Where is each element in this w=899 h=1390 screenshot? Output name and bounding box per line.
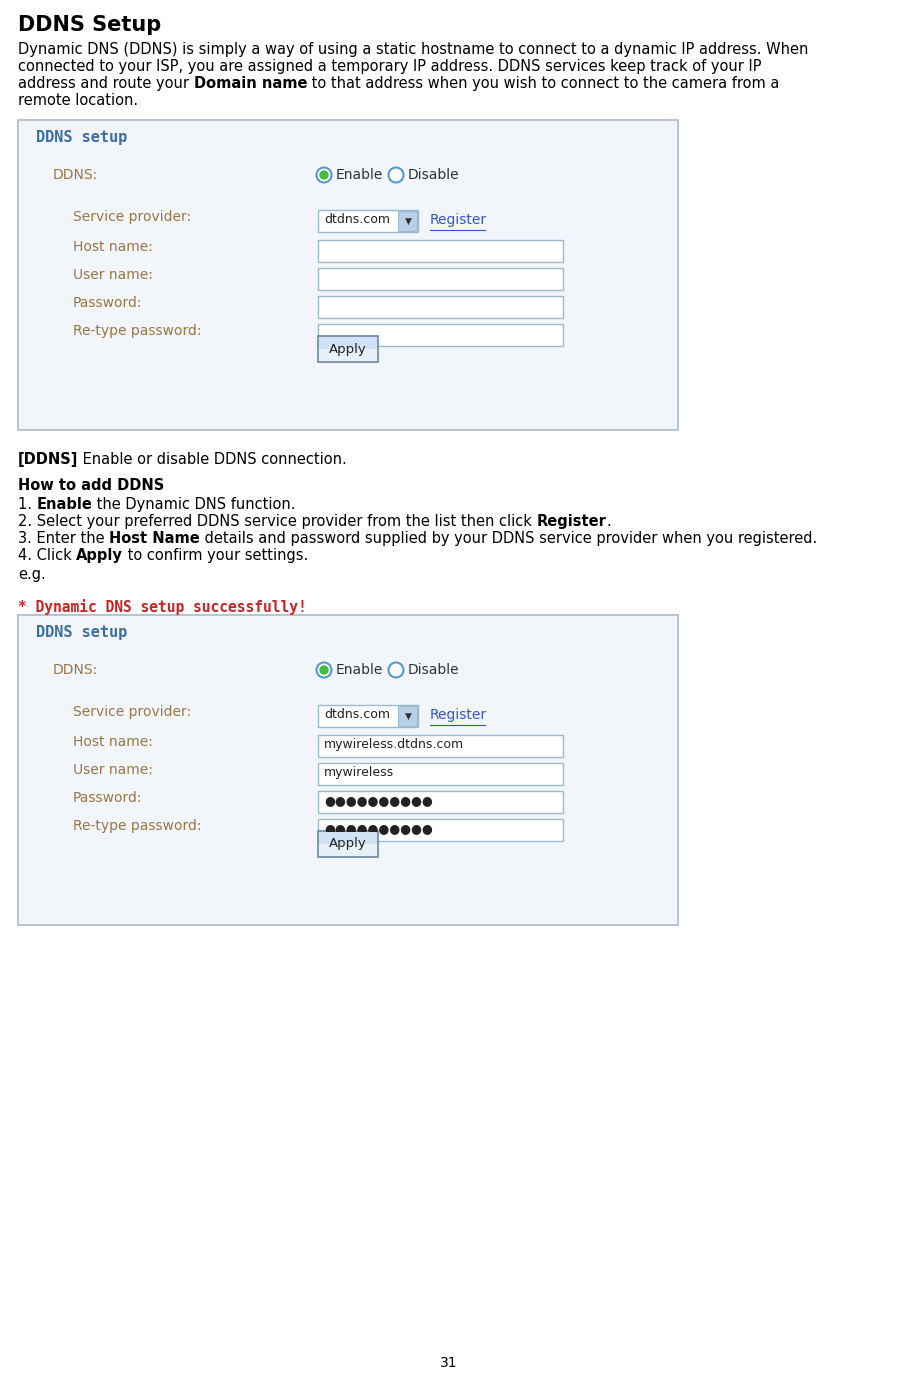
Text: DDNS setup: DDNS setup bbox=[36, 131, 128, 145]
Text: DDNS:: DDNS: bbox=[53, 168, 98, 182]
Text: Register: Register bbox=[537, 514, 606, 530]
Bar bbox=[318, 819, 563, 841]
Text: Enable: Enable bbox=[336, 168, 383, 182]
Text: address and route your: address and route your bbox=[18, 76, 193, 90]
Circle shape bbox=[316, 663, 332, 677]
Text: ▼: ▼ bbox=[405, 712, 412, 720]
Text: 2. Select your preferred DDNS service provider from the list then click: 2. Select your preferred DDNS service pr… bbox=[18, 514, 537, 530]
Text: to confirm your settings.: to confirm your settings. bbox=[123, 548, 308, 563]
Bar bbox=[319, 833, 377, 844]
Bar bbox=[318, 296, 563, 318]
Text: dtdns.com: dtdns.com bbox=[324, 213, 390, 227]
Circle shape bbox=[316, 168, 332, 182]
Text: Password:: Password: bbox=[73, 296, 143, 310]
Text: details and password supplied by your DDNS service provider when you registered.: details and password supplied by your DD… bbox=[200, 531, 817, 546]
Bar bbox=[318, 210, 418, 232]
Text: DDNS Setup: DDNS Setup bbox=[18, 15, 161, 35]
Bar bbox=[318, 735, 563, 758]
Text: 4. Click: 4. Click bbox=[18, 548, 76, 563]
Text: 1.: 1. bbox=[18, 498, 37, 512]
Text: dtdns.com: dtdns.com bbox=[324, 708, 390, 721]
Text: DDNS:: DDNS: bbox=[53, 663, 98, 677]
Text: ●●●●●●●●●●: ●●●●●●●●●● bbox=[324, 794, 432, 808]
Text: Host Name: Host Name bbox=[110, 531, 200, 546]
Text: How to add DDNS: How to add DDNS bbox=[18, 478, 165, 493]
Text: Enable: Enable bbox=[37, 498, 93, 512]
Text: Password:: Password: bbox=[73, 791, 143, 805]
Text: e.g.: e.g. bbox=[18, 567, 46, 582]
Text: Host name:: Host name: bbox=[73, 735, 153, 749]
Text: connected to your ISP, you are assigned a temporary IP address. DDNS services ke: connected to your ISP, you are assigned … bbox=[18, 58, 761, 74]
Text: Enable or disable DDNS connection.: Enable or disable DDNS connection. bbox=[78, 452, 347, 467]
Bar bbox=[18, 614, 678, 924]
Bar bbox=[318, 336, 378, 361]
Bar bbox=[318, 705, 418, 727]
Bar bbox=[318, 763, 563, 785]
Text: Disable: Disable bbox=[408, 168, 459, 182]
Text: User name:: User name: bbox=[73, 763, 153, 777]
Text: Service provider:: Service provider: bbox=[73, 705, 191, 719]
Text: DDNS setup: DDNS setup bbox=[36, 626, 128, 639]
Circle shape bbox=[320, 171, 328, 179]
Text: .: . bbox=[606, 514, 611, 530]
Bar bbox=[18, 120, 678, 430]
Text: [DDNS]: [DDNS] bbox=[18, 452, 78, 467]
Text: User name:: User name: bbox=[73, 268, 153, 282]
Text: Register: Register bbox=[430, 708, 487, 721]
Bar bbox=[398, 706, 417, 726]
Bar bbox=[318, 791, 563, 813]
Text: Disable: Disable bbox=[408, 663, 459, 677]
Text: Re-type password:: Re-type password: bbox=[73, 819, 201, 833]
Text: remote location.: remote location. bbox=[18, 93, 138, 108]
Circle shape bbox=[388, 168, 404, 182]
Bar bbox=[318, 268, 563, 291]
Bar bbox=[319, 336, 377, 349]
Bar bbox=[318, 240, 563, 261]
Text: Dynamic DNS (DDNS) is simply a way of using a static hostname to connect to a dy: Dynamic DNS (DDNS) is simply a way of us… bbox=[18, 42, 808, 57]
Text: 31: 31 bbox=[441, 1357, 458, 1371]
Text: to that address when you wish to connect to the camera from a: to that address when you wish to connect… bbox=[307, 76, 779, 90]
Text: * Dynamic DNS setup successfully!: * Dynamic DNS setup successfully! bbox=[18, 599, 307, 614]
Text: Register: Register bbox=[430, 213, 487, 227]
Text: the Dynamic DNS function.: the Dynamic DNS function. bbox=[93, 498, 296, 512]
Text: ●●●●●●●●●●: ●●●●●●●●●● bbox=[324, 821, 432, 835]
Bar bbox=[318, 831, 378, 858]
Text: Re-type password:: Re-type password: bbox=[73, 324, 201, 338]
Text: Apply: Apply bbox=[76, 548, 123, 563]
Text: Apply: Apply bbox=[329, 342, 367, 356]
Text: Service provider:: Service provider: bbox=[73, 210, 191, 224]
Text: ▼: ▼ bbox=[405, 217, 412, 225]
Bar bbox=[398, 211, 417, 231]
Text: Enable: Enable bbox=[336, 663, 383, 677]
Text: 3. Enter the: 3. Enter the bbox=[18, 531, 110, 546]
Text: Host name:: Host name: bbox=[73, 240, 153, 254]
Text: Domain name: Domain name bbox=[193, 76, 307, 90]
Circle shape bbox=[388, 663, 404, 677]
Circle shape bbox=[320, 666, 328, 674]
Text: mywireless: mywireless bbox=[324, 766, 394, 778]
Text: Apply: Apply bbox=[329, 838, 367, 851]
Text: mywireless.dtdns.com: mywireless.dtdns.com bbox=[324, 738, 464, 751]
Bar bbox=[318, 324, 563, 346]
